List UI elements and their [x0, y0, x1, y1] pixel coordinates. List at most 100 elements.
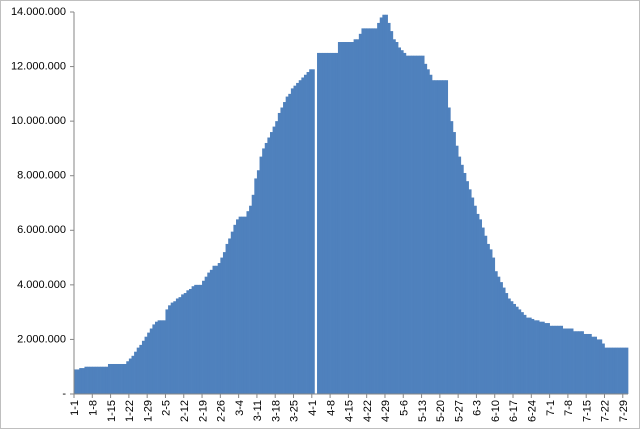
bar — [424, 63, 428, 394]
bar — [358, 33, 362, 394]
bar — [528, 317, 532, 394]
bar — [293, 85, 297, 395]
bar — [306, 72, 310, 395]
bar — [492, 257, 496, 394]
bar — [123, 363, 127, 394]
bar — [196, 284, 200, 394]
bar — [215, 265, 219, 394]
bar — [442, 80, 446, 394]
bar — [136, 347, 140, 394]
bar — [437, 80, 441, 394]
bar — [337, 42, 341, 395]
y-tick-label: 4.000.000 — [17, 279, 66, 291]
bar — [494, 271, 498, 394]
bar — [288, 93, 292, 394]
bar — [562, 328, 566, 394]
y-tick-label: 8.000.000 — [17, 170, 66, 182]
bar — [567, 328, 571, 394]
bar — [405, 55, 409, 395]
x-tick-label: 1-1 — [69, 400, 81, 416]
bar — [113, 363, 117, 394]
bar — [549, 325, 553, 394]
bar — [533, 320, 537, 394]
x-tick-label: 1-29 — [142, 400, 154, 422]
bar — [515, 306, 519, 394]
bar — [497, 276, 501, 394]
bar — [502, 287, 506, 394]
bar — [275, 121, 279, 395]
bar — [89, 366, 93, 394]
bar — [141, 340, 145, 394]
bar — [476, 213, 480, 394]
bar — [220, 257, 224, 394]
bar — [353, 39, 357, 395]
bar — [620, 347, 624, 394]
bar — [617, 347, 621, 394]
bar — [499, 282, 503, 394]
bar — [614, 347, 618, 394]
bar — [155, 321, 158, 394]
x-tick-label: 3-11 — [252, 400, 264, 421]
bar — [298, 80, 302, 394]
x-tick-label: 1-22 — [124, 400, 136, 422]
bar — [175, 298, 179, 394]
x-tick-label: 2-26 — [216, 400, 228, 422]
bar — [170, 302, 174, 394]
bar — [301, 77, 305, 394]
bar — [374, 28, 378, 394]
bar — [267, 137, 271, 394]
bar — [400, 50, 404, 394]
x-tick-label: 1-8 — [88, 400, 100, 416]
bar — [183, 293, 187, 394]
x-tick-label: 2-5 — [161, 400, 173, 416]
bar — [204, 276, 208, 394]
bar — [408, 55, 412, 395]
bar — [546, 323, 550, 394]
bar — [468, 189, 472, 394]
bar — [583, 333, 587, 394]
bar — [162, 320, 166, 394]
x-tick-label: 7-1 — [545, 400, 557, 416]
bar — [251, 194, 255, 394]
x-tick-label: 6-3 — [472, 400, 484, 416]
bar — [452, 132, 456, 395]
bar — [134, 351, 138, 394]
bar — [194, 284, 198, 394]
bar — [131, 355, 135, 394]
bar — [165, 309, 169, 394]
bar — [81, 368, 85, 394]
bar — [87, 366, 91, 394]
bar — [463, 172, 467, 394]
bar — [160, 320, 164, 394]
y-tick-label: 14.000.000 — [11, 6, 66, 18]
x-tick-label: 6-10 — [490, 400, 502, 422]
bar — [327, 52, 331, 395]
bar — [84, 366, 88, 394]
bar — [536, 320, 540, 394]
bar — [392, 39, 396, 395]
x-tick-label: 3-25 — [289, 400, 301, 422]
bar — [207, 272, 211, 394]
bar — [259, 156, 263, 394]
x-tick-label: 7-22 — [600, 400, 612, 422]
x-tick-label: 7-29 — [618, 400, 630, 422]
bar — [283, 102, 287, 395]
bar — [181, 294, 185, 394]
x-tick-label: 5-13 — [417, 400, 429, 422]
bar — [565, 328, 569, 394]
bar — [280, 107, 284, 394]
bar — [518, 309, 522, 394]
bar — [455, 145, 459, 394]
bar — [217, 263, 221, 394]
bar — [317, 52, 320, 395]
bar — [361, 28, 365, 394]
bar — [369, 28, 373, 394]
bar — [607, 347, 611, 394]
bar — [228, 238, 232, 394]
bar — [356, 39, 360, 395]
bar — [364, 28, 368, 394]
bar — [262, 148, 266, 394]
bar — [371, 28, 375, 394]
bar — [277, 112, 281, 394]
